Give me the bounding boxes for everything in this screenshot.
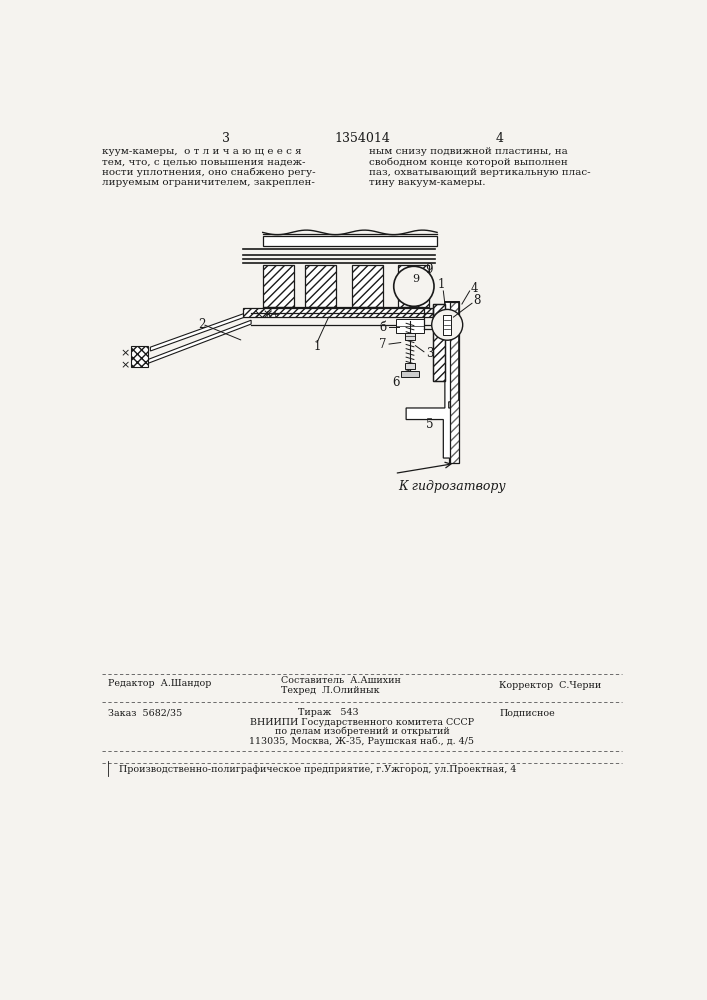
Text: К гидрозатвору: К гидрозатвору bbox=[398, 480, 506, 493]
Text: по делам изобретений и открытий: по делам изобретений и открытий bbox=[274, 727, 450, 736]
Bar bbox=[398, 265, 429, 307]
Circle shape bbox=[432, 309, 462, 340]
Polygon shape bbox=[406, 302, 459, 463]
Text: Подписное: Подписное bbox=[499, 708, 555, 717]
Text: ным снизу подвижной пластины, на: ным снизу подвижной пластины, на bbox=[369, 147, 568, 156]
Text: ×: × bbox=[120, 349, 129, 359]
Text: паз, охватывающий вертикальную плас-: паз, охватывающий вертикальную плас- bbox=[369, 168, 590, 177]
Circle shape bbox=[394, 266, 434, 306]
Text: 3: 3 bbox=[221, 132, 230, 145]
Text: +: + bbox=[263, 310, 270, 319]
Text: б: б bbox=[380, 321, 387, 334]
Bar bbox=[131, 346, 148, 367]
Text: 1: 1 bbox=[313, 340, 321, 353]
Text: куум-камеры,  о т л и ч а ю щ е е с я: куум-камеры, о т л и ч а ю щ е е с я bbox=[103, 147, 302, 156]
Bar bbox=[405, 363, 414, 369]
Text: лируемым ограничителем, закреплен-: лируемым ограничителем, закреплен- bbox=[103, 178, 315, 187]
Bar bbox=[401, 371, 419, 377]
Text: 1354014: 1354014 bbox=[334, 132, 390, 145]
Bar bbox=[305, 265, 337, 307]
Text: 7: 7 bbox=[379, 338, 387, 351]
Text: Заказ  5682/35: Заказ 5682/35 bbox=[107, 708, 182, 717]
Text: 2: 2 bbox=[199, 318, 206, 331]
Bar bbox=[352, 265, 383, 307]
Bar bbox=[396, 319, 424, 333]
Bar bbox=[433, 304, 445, 381]
Text: Тираж   543: Тираж 543 bbox=[298, 708, 358, 717]
Text: свободном конце которой выполнен: свободном конце которой выполнен bbox=[369, 157, 568, 167]
Polygon shape bbox=[148, 320, 251, 363]
Bar bbox=[450, 302, 459, 463]
Text: тем, что, с целью повышения надеж-: тем, что, с целью повышения надеж- bbox=[103, 157, 306, 166]
Text: 1: 1 bbox=[438, 278, 445, 291]
Text: ×: × bbox=[120, 360, 129, 370]
Text: ности уплотнения, оно снабжено регу-: ности уплотнения, оно снабжено регу- bbox=[103, 168, 316, 177]
Polygon shape bbox=[151, 311, 251, 351]
Bar bbox=[263, 235, 437, 246]
Text: Производственно-полиграфическое предприятие, г.Ужгород, ул.Проектная, 4: Производственно-полиграфическое предприя… bbox=[119, 765, 517, 774]
Text: Составитель  А.Ашихин: Составитель А.Ашихин bbox=[281, 676, 400, 685]
Text: 9: 9 bbox=[413, 274, 420, 284]
Text: 4: 4 bbox=[471, 282, 478, 295]
Bar bbox=[263, 265, 293, 307]
Bar bbox=[450, 302, 459, 463]
Text: 4: 4 bbox=[495, 132, 503, 145]
Text: 9: 9 bbox=[426, 263, 433, 276]
Text: Техред  Л.Олийнык: Техред Л.Олийнык bbox=[281, 686, 379, 695]
Bar bbox=[243, 308, 433, 317]
Text: 8: 8 bbox=[473, 294, 480, 307]
Bar bbox=[404, 333, 416, 340]
Text: +: + bbox=[271, 310, 278, 319]
Text: 3: 3 bbox=[426, 347, 433, 360]
Text: 5: 5 bbox=[426, 418, 433, 431]
Text: Корректор  С.Черни: Корректор С.Черни bbox=[499, 681, 602, 690]
Bar bbox=[433, 304, 445, 381]
Text: Редактор  А.Шандор: Редактор А.Шандор bbox=[107, 679, 211, 688]
Bar bbox=[443, 315, 451, 335]
Text: 113035, Москва, Ж-35, Раушская наб., д. 4/5: 113035, Москва, Ж-35, Раушская наб., д. … bbox=[250, 736, 474, 746]
Text: 6: 6 bbox=[392, 376, 399, 389]
Text: ВНИИПИ Государственного комитета СССР: ВНИИПИ Государственного комитета СССР bbox=[250, 718, 474, 727]
Text: тину вакуум-камеры.: тину вакуум-камеры. bbox=[369, 178, 486, 187]
